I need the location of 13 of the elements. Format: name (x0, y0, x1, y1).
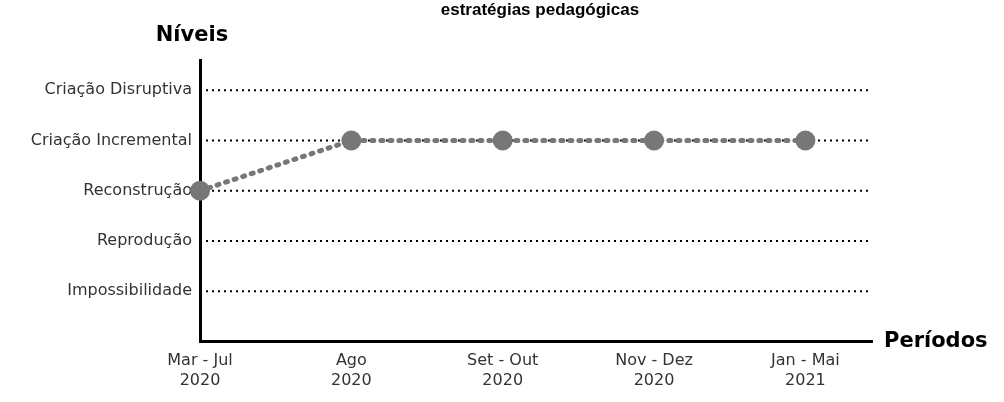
chart-title: estratégias pedagógicas (440, 0, 640, 20)
y-axis-title: Níveis (155, 21, 229, 46)
x-tick-label: Jan - Mai 2021 (770, 350, 840, 389)
ref-line-label: Reconstrução (83, 179, 192, 199)
x-tick-label: Mar - Jul 2020 (167, 350, 233, 389)
ref-line-label: Criação Disruptiva (44, 79, 192, 99)
x-tick-label: Ago 2020 (330, 350, 372, 389)
ref-line-label: Reprodução (96, 230, 192, 250)
x-tick-label: Set - Out 2020 (467, 350, 539, 389)
ref-line-label: Criação Incremental (30, 129, 192, 149)
x-tick-label: Nov - Dez 2020 (615, 350, 693, 389)
ref-line-label: Impossibilidade (67, 280, 192, 300)
x-axis-title: Períodos (884, 328, 988, 353)
